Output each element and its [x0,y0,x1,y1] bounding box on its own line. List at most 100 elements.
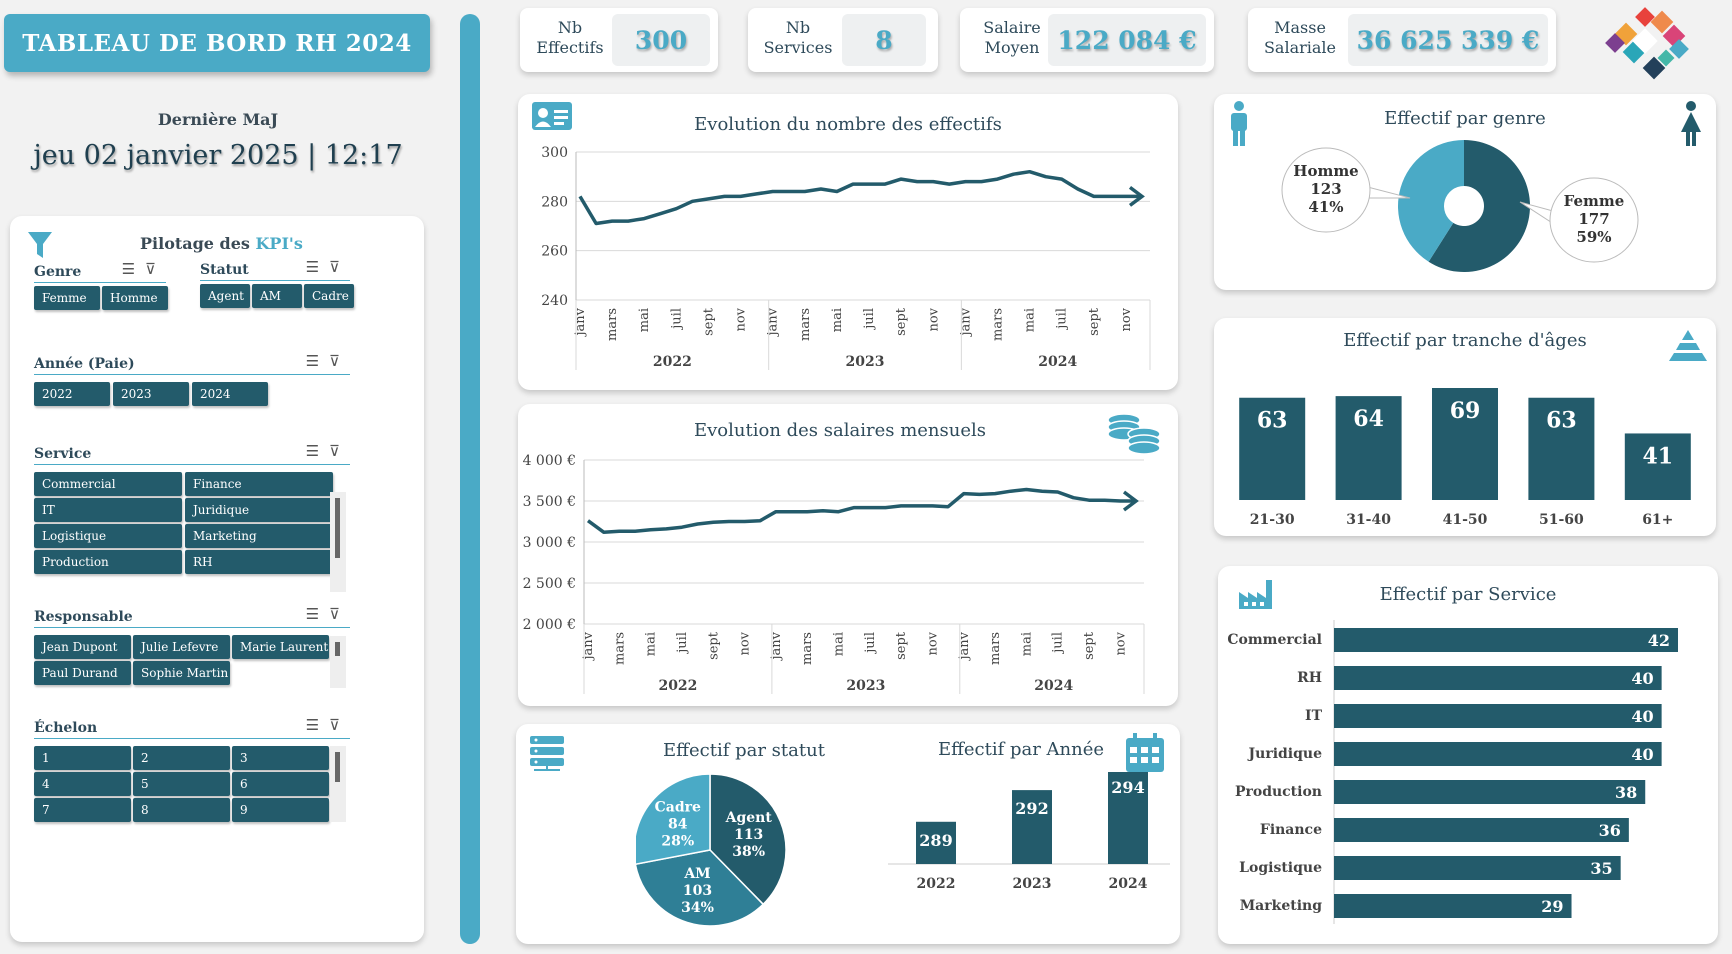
callout-bubble [1549,177,1639,263]
clear-filter-icon[interactable]: ⊽ [329,605,350,623]
slicer-service-item[interactable]: Marketing [185,524,333,548]
slicer-echelon-item[interactable]: 5 [133,772,230,796]
slice-label: Cadre [655,799,701,815]
slicer-echelon-header: Échelon ☰⊽ [34,716,350,739]
clear-filter-icon[interactable]: ⊽ [329,352,350,370]
slicer-service-item[interactable]: Logistique [34,524,182,548]
slicer-echelon-item[interactable]: 8 [133,798,230,822]
coins-icon [1107,413,1161,454]
slicer-title: Service [34,446,92,462]
x-tick-label: mai [1023,308,1038,332]
calendar-icon [1126,733,1164,772]
multi-select-icon[interactable]: ☰ [121,260,146,278]
multi-select-icon[interactable]: ☰ [305,258,330,276]
callout-bubble [1281,147,1371,233]
kpi-card-effectifs: Nb Effectifs 300 [520,8,718,72]
slicer-echelon-item[interactable]: 3 [232,746,329,770]
slicer-echelon-item[interactable]: 6 [232,772,329,796]
filter-icon [28,232,52,258]
category-label: IT [1305,708,1323,724]
year-label: 2024 [1038,354,1077,370]
slicer-title: Année (Paie) [34,356,135,372]
bar-value-label: 63 [1546,408,1577,434]
multi-select-icon[interactable]: ☰ [305,352,330,370]
slicer-echelon-item[interactable]: 4 [34,772,131,796]
x-tick-label: juil [863,632,878,655]
slicer-scrollbar[interactable] [330,636,346,688]
x-tick-label: mai [832,632,847,656]
slicer-service-item[interactable]: RH [185,550,333,574]
y-tick-label: 4 000 € [523,453,576,469]
y-tick-label: 300 [541,145,568,161]
slicer-scrollbar[interactable] [330,746,346,822]
last-update-label: Dernière MaJ [157,110,279,129]
year-label: 2023 [846,354,885,370]
slicer-annee-item[interactable]: 2024 [192,382,268,406]
bar-value-label: 41 [1642,443,1673,469]
slicer-echelon-item[interactable]: 7 [34,798,131,822]
slicer-responsable-item[interactable]: Paul Durand [34,661,131,685]
slicer-echelon-item[interactable]: 9 [232,798,329,822]
slice-value: 103 [683,883,712,899]
category-label: Finance [1260,822,1322,838]
slicer-service-item[interactable]: Juridique [185,498,333,522]
bar-chart-service: 42 Commercial 40 RH 40 IT 40 Juridique 38 Product… [1227,620,1678,924]
slicer-echelon-item[interactable]: 1 [34,746,131,770]
slicer-annee-item[interactable]: 2023 [113,382,189,406]
slice-pct: 34% [681,900,714,916]
year-label: 2023 [846,678,885,694]
bar [1334,856,1621,880]
bar [1334,818,1629,842]
slicer-service-item[interactable]: IT [34,498,182,522]
x-tick-label: nov [734,307,749,331]
x-tick-label: nov [738,631,753,655]
slicer-title: Genre [34,264,82,280]
vertical-divider [460,14,480,944]
chart-title: Effectif par Service [1379,584,1557,605]
bar-value-label: 38 [1615,783,1637,802]
x-tick-label: mars [612,632,627,665]
x-tick-label: mai [644,632,659,656]
clear-filter-icon[interactable]: ⊽ [329,258,350,276]
chart-card-salaires: Evolution des salaires mensuels 2 000 €2… [518,404,1178,706]
y-tick-label: 3 500 € [523,494,576,510]
bar [1432,388,1498,500]
slicer-responsable-item[interactable]: Sophie Martin [133,661,230,685]
slicer-service-header: Service ☰⊽ [34,442,350,465]
slicer-responsable-item[interactable]: Jean Dupont [34,635,131,659]
multi-select-icon[interactable]: ☰ [305,716,330,734]
bar-value-label: 42 [1648,631,1670,650]
slice-label: Agent [725,810,773,826]
slicer-scrollbar[interactable] [330,492,346,592]
category-label: 31-40 [1346,512,1391,528]
slicer-service-item[interactable]: Commercial [34,472,182,496]
multi-select-icon[interactable]: ☰ [305,442,330,460]
clear-filter-icon[interactable]: ⊽ [145,260,166,278]
clear-filter-icon[interactable]: ⊽ [329,442,350,460]
line-chart-effectifs: 240 260 280 300 janv mars mai juil sept nov 2022 ja… [541,145,1151,370]
slicer-service-item[interactable]: Production [34,550,182,574]
x-tick-label: juil [669,308,684,331]
series-arrowhead [1128,186,1145,207]
x-tick-label: janv [957,631,972,661]
chart-card-service: Effectif par Service 42 Commercial 40 RH 40 I… [1218,566,1718,944]
x-tick-label: sept [701,307,716,336]
clear-filter-icon[interactable]: ⊽ [329,716,350,734]
slicer-annee-item[interactable]: 2022 [34,382,110,406]
donut-slice-homme [1398,140,1464,262]
id-card-icon [532,102,572,130]
slicer-statut-header: Statut ☰⊽ [200,258,350,281]
slicer-responsable-item[interactable]: Julie Lefevre [133,635,230,659]
bar-value-label: 69 [1450,398,1481,424]
slicer-statut-item[interactable]: Cadre [304,284,354,308]
slicer-statut-item[interactable]: AM [252,284,302,308]
slicer-service-item[interactable]: Finance [185,472,333,496]
slicer-statut-item[interactable]: Agent [200,284,250,308]
slicer-responsable-item[interactable]: Marie Laurent [232,635,329,659]
kpi-filter-panel: Pilotage des KPI's Genre ☰⊽ Femme Homme Stat… [10,216,424,942]
slicer-genre-item[interactable]: Femme [34,286,100,310]
slicer-genre-header: Genre ☰⊽ [34,260,166,283]
slicer-genre-item[interactable]: Homme [102,286,168,310]
slicer-echelon-item[interactable]: 2 [133,746,230,770]
multi-select-icon[interactable]: ☰ [305,605,330,623]
